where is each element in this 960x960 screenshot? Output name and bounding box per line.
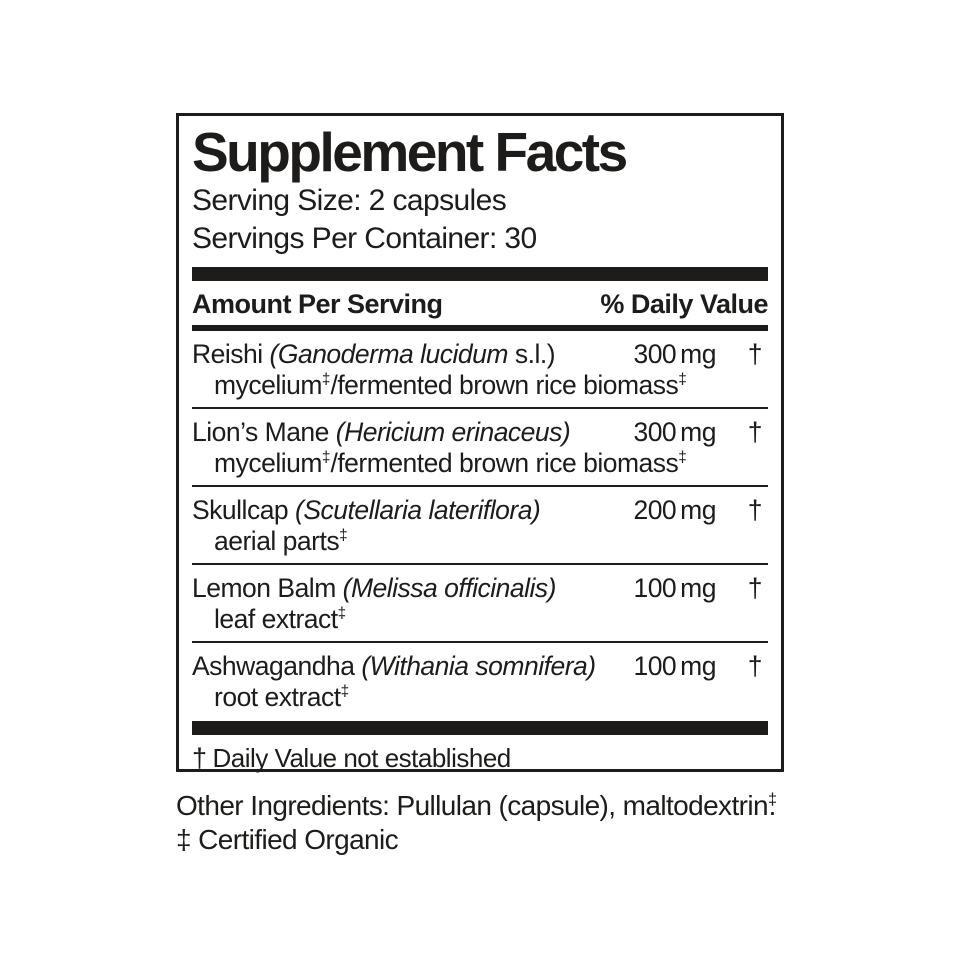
daily-value-header: % Daily Value — [600, 289, 768, 319]
column-header-row: Amount Per Serving % Daily Value — [192, 288, 768, 320]
ingredient-row: Reishi (Ganoderma lucidum s.l.) 300 mg † myc… — [192, 331, 768, 409]
ingredient-name: Reishi (Ganoderma lucidum s.l.) — [192, 339, 556, 369]
ingredient-row: Lemon Balm (Melissa officinalis) 100 mg † le… — [192, 565, 768, 643]
ingredient-amount: 100 mg — [633, 573, 716, 603]
ingredient-amount: 100 mg — [633, 651, 716, 681]
daily-value-symbol: † — [747, 495, 763, 525]
other-ingredients-period: . — [768, 790, 777, 821]
thick-divider-bottom — [192, 721, 768, 735]
double-dagger-icon: ‡ — [767, 790, 777, 809]
ingredient-detail: mycelium‡/fermented brown rice biomass‡ — [214, 370, 687, 400]
ingredient-main-line: Lion’s Mane (Hericium erinaceus) 300 mg † — [192, 417, 768, 448]
ingredient-detail: root extract‡ — [214, 682, 350, 712]
ingredient-amount: 300 mg — [633, 417, 716, 447]
ingredient-name: Lion’s Mane (Hericium erinaceus) — [192, 417, 571, 447]
ingredient-detail: leaf extract‡ — [214, 604, 347, 634]
ingredient-amount: 300 mg — [633, 339, 716, 369]
ingredient-detail: mycelium‡/fermented brown rice biomass‡ — [214, 448, 687, 478]
panel-title: Supplement Facts — [192, 121, 628, 183]
daily-value-symbol: † — [747, 573, 763, 603]
certified-organic-line: ‡ Certified Organic — [176, 823, 776, 857]
ingredient-detail: aerial parts‡ — [214, 526, 348, 556]
servings-per-container: Servings Per Container: 30 — [192, 222, 537, 255]
other-ingredients-text: Other Ingredients: Pullulan (capsule), m… — [176, 790, 769, 821]
ingredient-row: Ashwagandha (Withania somnifera) 100 mg † ro… — [192, 643, 768, 719]
medium-divider — [192, 325, 768, 331]
footnote: † Daily Value not established — [192, 735, 768, 782]
amount-per-serving-header: Amount Per Serving — [192, 289, 443, 319]
ingredient-main-line: Reishi (Ganoderma lucidum s.l.) 300 mg † — [192, 339, 768, 370]
ingredient-amount: 200 mg — [633, 495, 716, 525]
ingredient-main-line: Skullcap (Scutellaria lateriflora) 200 mg † — [192, 495, 768, 526]
thick-divider-top — [192, 267, 768, 281]
ingredient-name: Ashwagandha (Withania somnifera) — [192, 651, 596, 681]
ingredient-rows: Reishi (Ganoderma lucidum s.l.) 300 mg † myc… — [192, 331, 768, 719]
ingredient-name: Skullcap (Scutellaria lateriflora) — [192, 495, 541, 525]
footnote-text: Daily Value not established — [212, 743, 512, 773]
ingredient-main-line: Ashwagandha (Withania somnifera) 100 mg † — [192, 651, 768, 682]
ingredient-main-line: Lemon Balm (Melissa officinalis) 100 mg † — [192, 573, 768, 604]
daily-value-symbol: † — [747, 651, 763, 681]
ingredient-row: Skullcap (Scutellaria lateriflora) 200 mg †… — [192, 487, 768, 565]
double-dagger-icon: ‡ — [176, 824, 199, 855]
daily-value-symbol: † — [747, 417, 763, 447]
daily-value-symbol: † — [747, 339, 763, 369]
ingredient-name: Lemon Balm (Melissa officinalis) — [192, 573, 556, 603]
other-ingredients-line: Other Ingredients: Pullulan (capsule), m… — [176, 789, 777, 823]
supplement-facts-panel: Supplement Facts Serving Size: 2 capsule… — [176, 113, 784, 773]
ingredient-row: Lion’s Mane (Hericium erinaceus) 300 mg † my… — [192, 409, 768, 487]
certified-organic-text: Certified Organic — [198, 824, 399, 855]
serving-size: Serving Size: 2 capsules — [192, 184, 507, 217]
below-panel-text: Other Ingredients: Pullulan (capsule), m… — [176, 789, 777, 857]
dagger-icon: † — [192, 743, 207, 773]
